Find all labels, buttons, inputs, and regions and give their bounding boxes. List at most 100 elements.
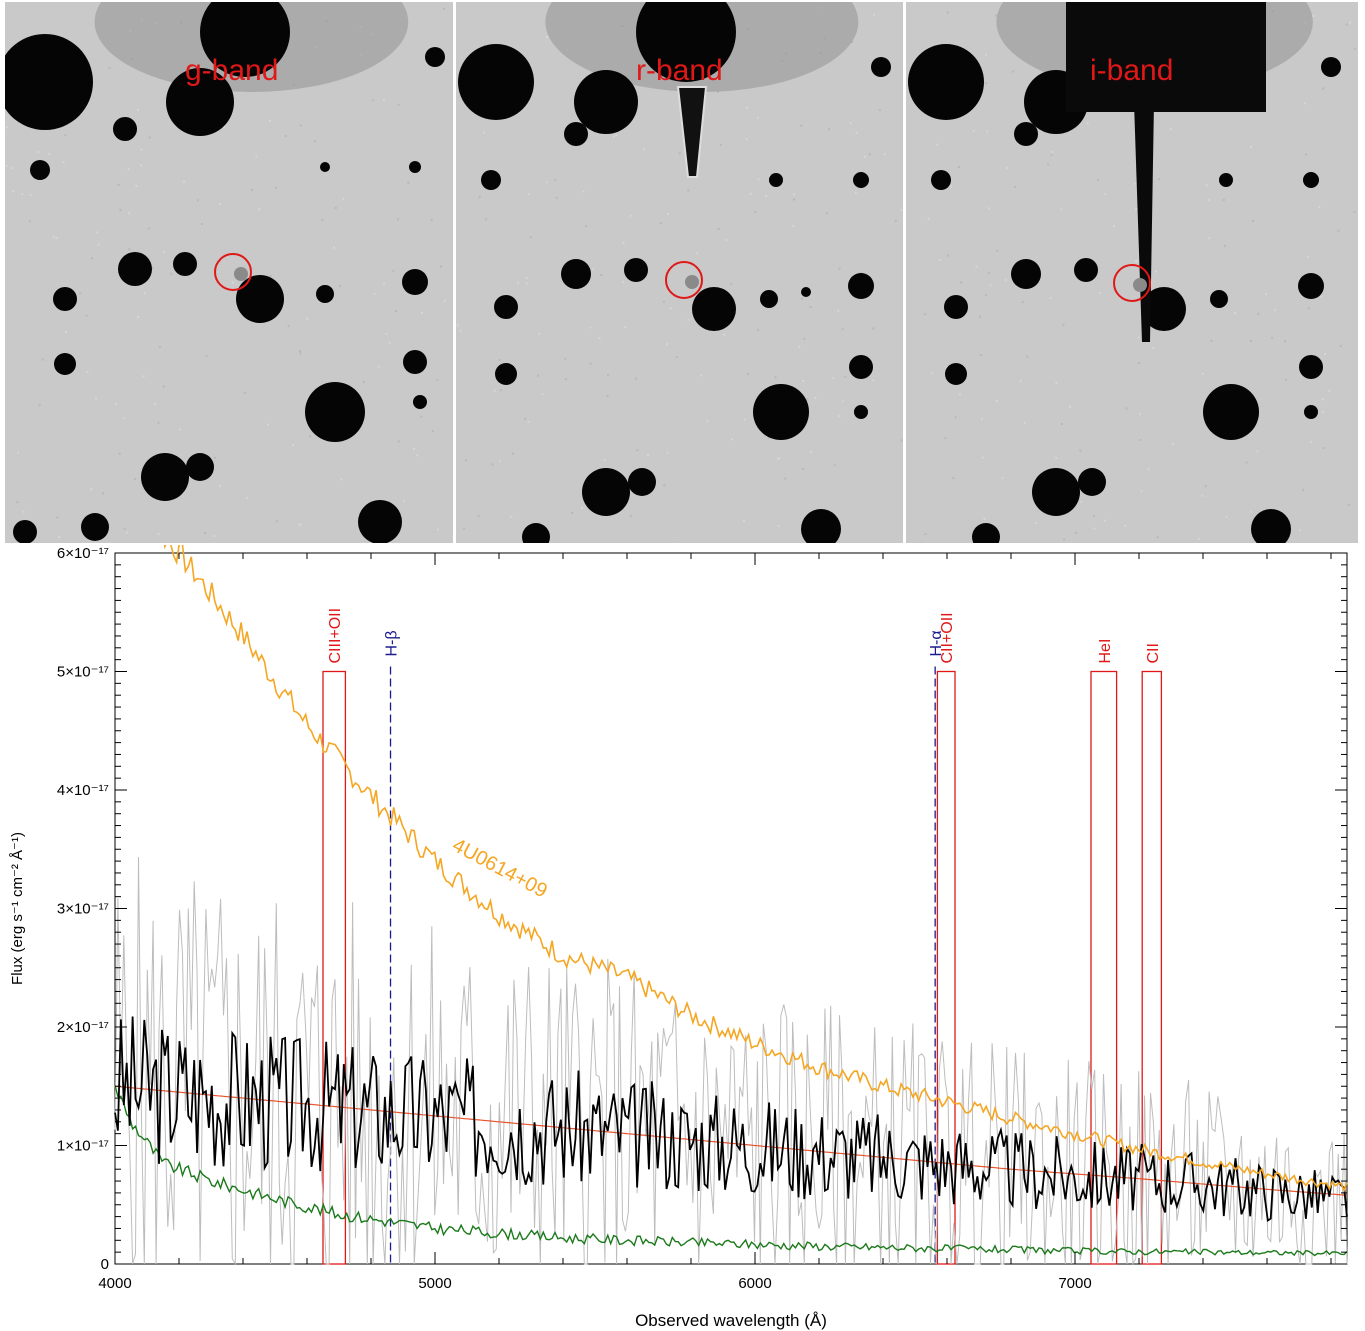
- noise-speck: [1310, 440, 1313, 443]
- noise-speck: [1207, 198, 1210, 201]
- noise-speck: [219, 485, 222, 488]
- noise-speck: [396, 218, 399, 221]
- noise-speck: [1225, 515, 1228, 518]
- noise-speck: [235, 305, 238, 308]
- noise-speck: [1304, 21, 1307, 24]
- noise-speck: [275, 520, 278, 523]
- noise-speck: [981, 456, 984, 459]
- noise-speck: [117, 183, 120, 186]
- noise-speck: [1136, 259, 1139, 262]
- noise-speck: [459, 330, 462, 333]
- noise-speck: [958, 393, 961, 396]
- noise-speck: [1252, 219, 1255, 222]
- star: [1321, 57, 1341, 77]
- noise-speck: [606, 395, 609, 398]
- noise-speck: [580, 506, 583, 509]
- noise-speck: [299, 523, 302, 526]
- noise-speck: [510, 515, 513, 518]
- noise-speck: [678, 152, 681, 155]
- noise-speck: [180, 21, 183, 24]
- noise-speck: [642, 148, 645, 151]
- noise-speck: [524, 417, 527, 420]
- star: [141, 453, 189, 501]
- noise-speck: [564, 357, 567, 360]
- noise-speck: [436, 378, 439, 381]
- star: [628, 468, 656, 496]
- star: [320, 162, 330, 172]
- noise-speck: [817, 6, 820, 9]
- noise-speck: [725, 239, 728, 242]
- noise-speck: [675, 356, 678, 359]
- noise-speck: [1204, 485, 1207, 488]
- noise-speck: [1271, 336, 1274, 339]
- noise-speck: [1139, 438, 1142, 441]
- noise-speck: [136, 109, 139, 112]
- noise-speck: [545, 181, 548, 184]
- noise-speck: [1113, 224, 1116, 227]
- noise-speck: [1026, 355, 1029, 358]
- noise-speck: [757, 178, 760, 181]
- noise-speck: [1201, 372, 1204, 375]
- noise-speck: [983, 517, 986, 520]
- noise-speck: [1005, 167, 1008, 170]
- star: [403, 350, 427, 374]
- noise-speck: [777, 524, 780, 527]
- noise-speck: [140, 164, 143, 167]
- noise-speck: [397, 104, 400, 107]
- noise-speck: [629, 214, 632, 217]
- noise-speck: [213, 534, 216, 537]
- noise-speck: [696, 252, 699, 255]
- noise-speck: [1205, 184, 1208, 187]
- noise-speck: [851, 40, 854, 43]
- noise-speck: [774, 376, 777, 379]
- noise-speck: [987, 272, 990, 275]
- noise-speck: [442, 7, 445, 10]
- noise-speck: [667, 213, 670, 216]
- noise-speck: [666, 451, 669, 454]
- noise-speck: [52, 236, 55, 239]
- noise-speck: [1075, 531, 1078, 534]
- noise-speck: [923, 313, 926, 316]
- noise-speck: [385, 333, 388, 336]
- noise-speck: [1123, 524, 1126, 527]
- noise-speck: [746, 372, 749, 375]
- noise-speck: [1050, 154, 1053, 157]
- noise-speck: [91, 257, 94, 260]
- star: [53, 287, 77, 311]
- star: [561, 259, 591, 289]
- noise-speck: [41, 358, 44, 361]
- noise-speck: [140, 19, 143, 22]
- noise-speck: [284, 134, 287, 137]
- noise-speck: [140, 148, 143, 151]
- noise-speck: [823, 37, 826, 40]
- noise-speck: [1349, 21, 1352, 24]
- noise-speck: [802, 467, 805, 470]
- star: [564, 122, 588, 146]
- noise-speck: [340, 478, 343, 481]
- noise-speck: [984, 294, 987, 297]
- noise-speck: [463, 527, 466, 530]
- star: [494, 295, 518, 319]
- star: [1251, 509, 1291, 543]
- noise-speck: [1093, 514, 1096, 517]
- noise-speck: [621, 24, 624, 27]
- noise-speck: [1299, 529, 1302, 532]
- noise-speck: [79, 292, 82, 295]
- star: [118, 252, 152, 286]
- line-marker-label: CIII+OII: [327, 608, 344, 664]
- star: [1032, 468, 1080, 516]
- noise-speck: [383, 282, 386, 285]
- noise-speck: [373, 292, 376, 295]
- noise-speck: [1306, 256, 1309, 259]
- noise-speck: [1250, 145, 1253, 148]
- noise-speck: [659, 222, 662, 225]
- star: [1074, 258, 1098, 282]
- saturated-region: [1066, 2, 1266, 112]
- noise-speck: [730, 283, 733, 286]
- noise-speck: [1353, 47, 1356, 50]
- noise-speck: [1137, 336, 1140, 339]
- noise-speck: [90, 488, 93, 491]
- noise-speck: [11, 167, 14, 170]
- noise-speck: [768, 174, 771, 177]
- noise-speck: [64, 134, 67, 137]
